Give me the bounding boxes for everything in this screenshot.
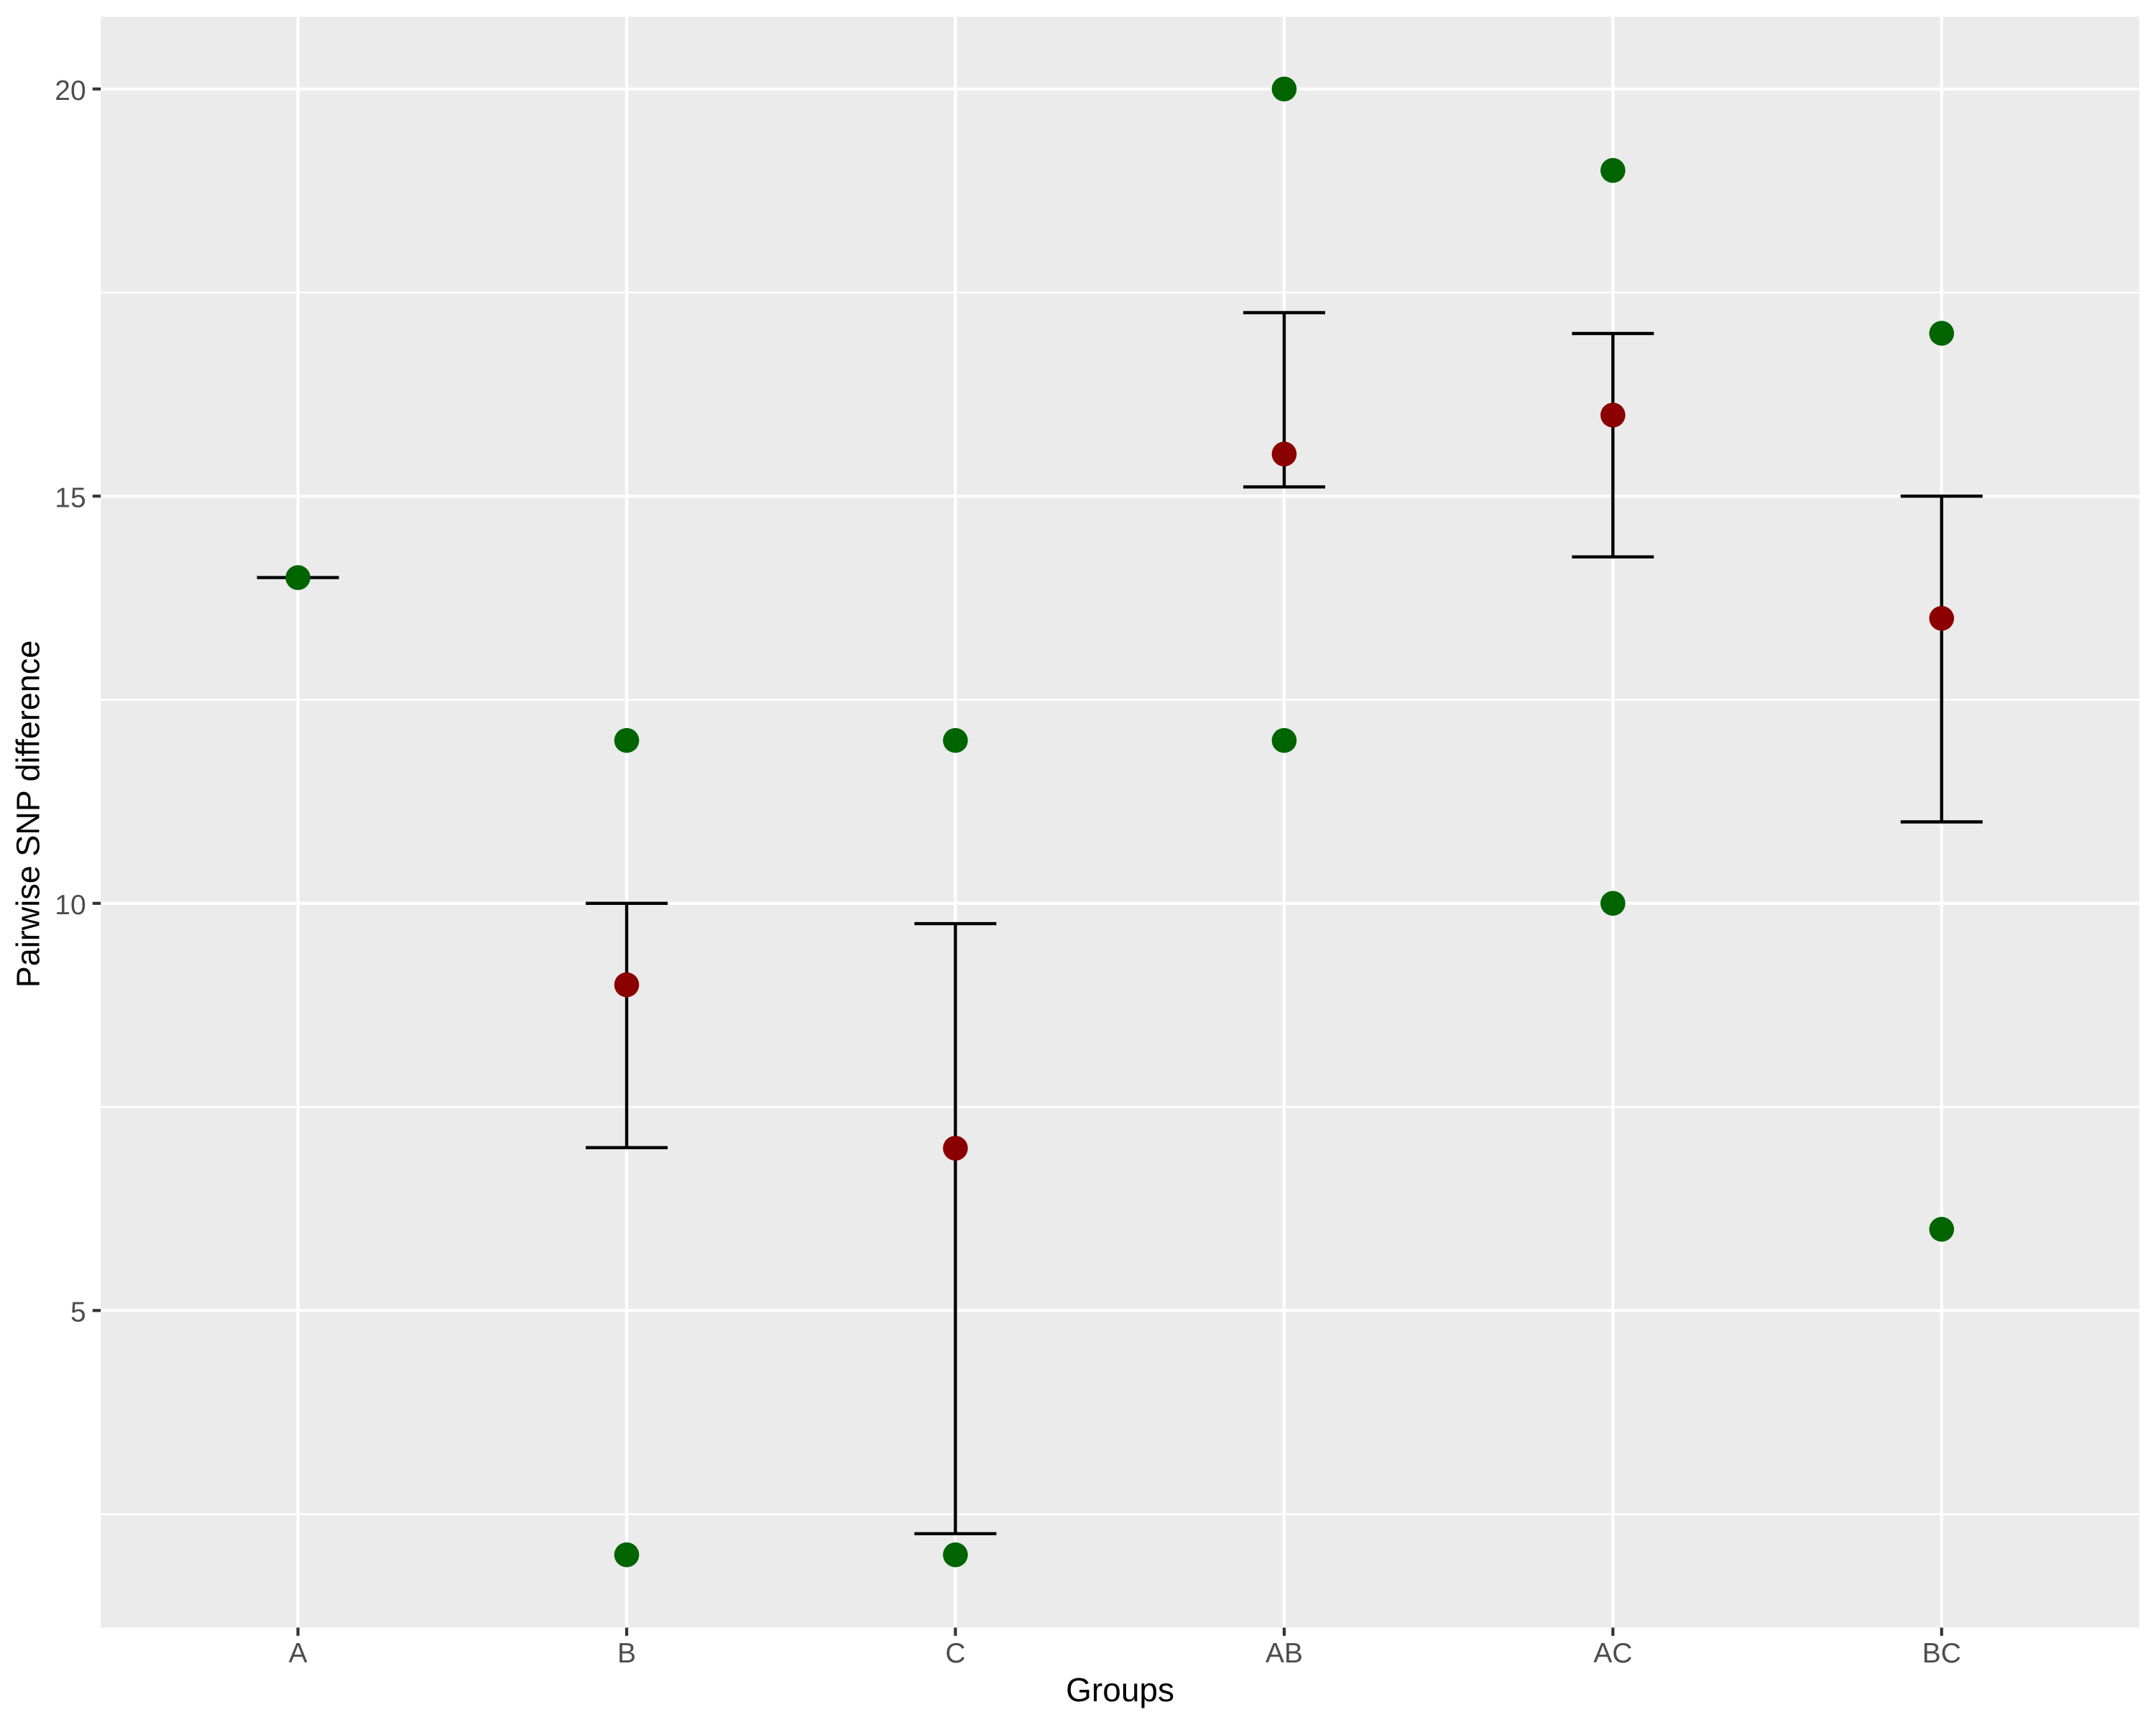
svg-text:Groups: Groups	[1066, 1671, 1174, 1708]
svg-text:B: B	[617, 1638, 636, 1669]
svg-text:AB: AB	[1266, 1638, 1303, 1669]
svg-text:5: 5	[70, 1297, 86, 1328]
svg-text:A: A	[289, 1638, 308, 1669]
svg-text:15: 15	[55, 483, 86, 514]
svg-text:AC: AC	[1593, 1638, 1632, 1669]
svg-text:C: C	[945, 1638, 965, 1669]
svg-text:20: 20	[55, 75, 86, 106]
svg-text:10: 10	[55, 890, 86, 921]
svg-text:Pairwise SNP difference: Pairwise SNP difference	[10, 640, 47, 988]
svg-text:BC: BC	[1922, 1638, 1961, 1669]
